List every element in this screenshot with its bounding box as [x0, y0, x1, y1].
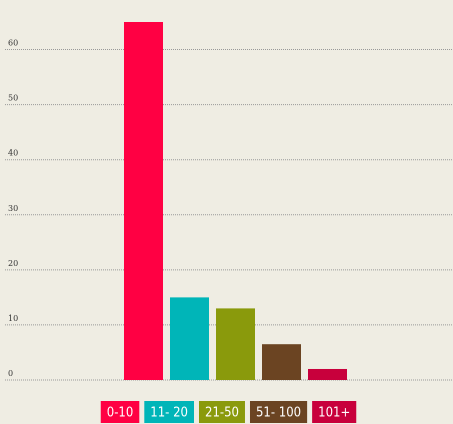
bar: [216, 308, 255, 380]
legend-label: 11- 20: [150, 406, 188, 421]
legend-label: 51- 100: [256, 406, 301, 421]
bar: [262, 344, 301, 380]
bar: [170, 297, 209, 380]
legend-box: [144, 401, 194, 423]
legend-label: 21-50: [205, 406, 239, 421]
y-tick-label: 40: [8, 149, 18, 158]
bar: [308, 368, 347, 380]
y-tick-label: 30: [8, 204, 18, 213]
bar: [124, 22, 163, 380]
y-tick-label: 10: [8, 314, 18, 323]
y-tick-label: 50: [8, 94, 18, 103]
legend-box: [199, 401, 245, 423]
legend-label: 101+: [318, 406, 350, 421]
legend-label: 0-10: [107, 406, 134, 421]
legend-box: [249, 401, 308, 423]
legend-box: [312, 401, 357, 423]
y-tick-label: 0: [8, 369, 13, 378]
legend-box: [100, 401, 140, 423]
y-tick-label: 20: [8, 259, 18, 268]
y-tick-label: 60: [8, 39, 18, 48]
